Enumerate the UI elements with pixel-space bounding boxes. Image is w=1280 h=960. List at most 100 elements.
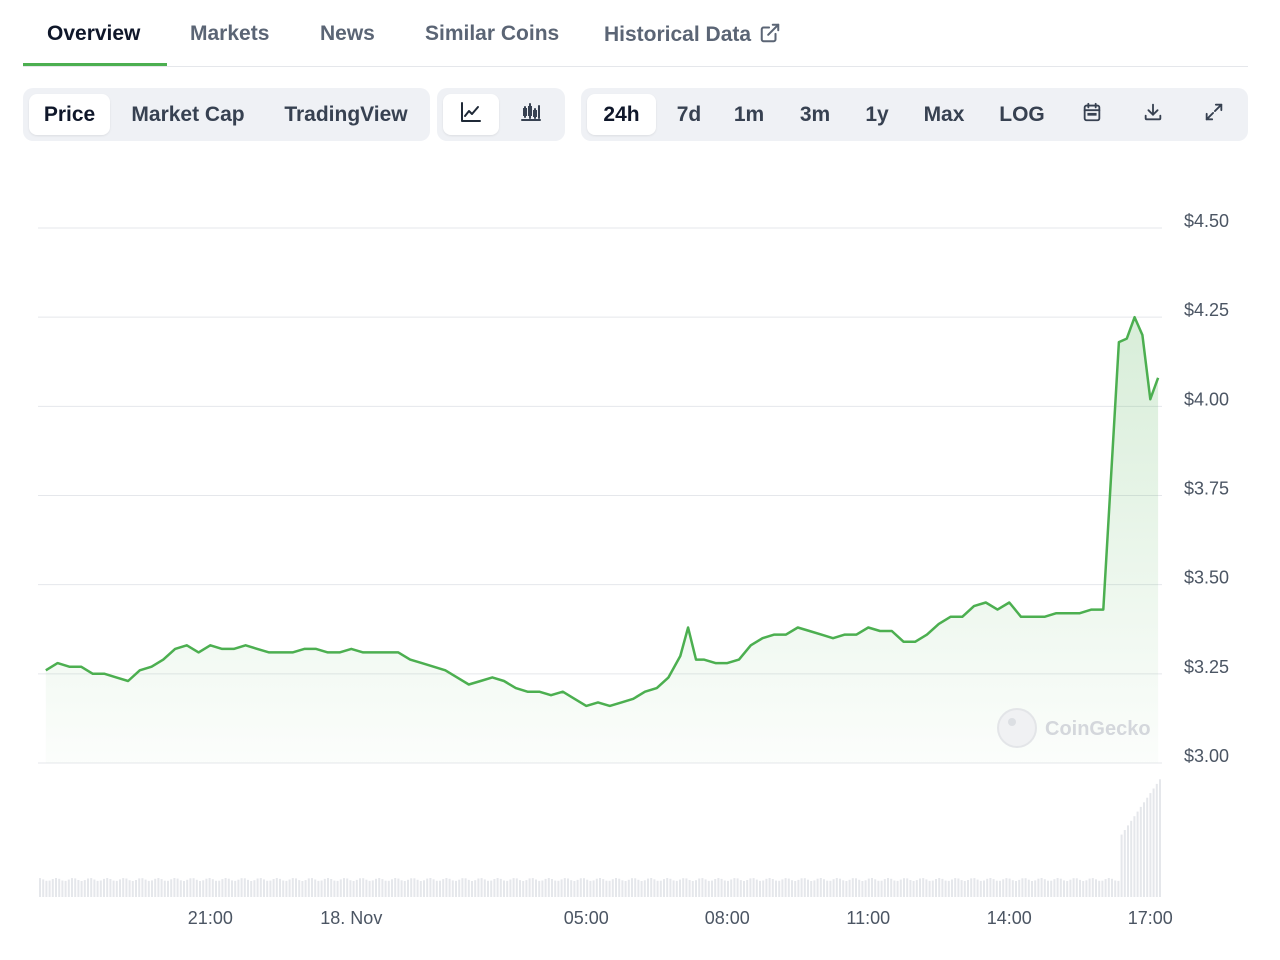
volume-bar [858, 879, 861, 897]
volume-bar [259, 878, 262, 897]
volume-bar [455, 880, 457, 897]
volume-bar [739, 880, 742, 897]
volume-bar [643, 880, 646, 897]
price-line[interactable] [45, 315, 1160, 708]
volume-bar [999, 880, 1001, 897]
range-max-button[interactable]: Max [923, 103, 965, 126]
range-1y-button[interactable]: 1y [865, 103, 889, 126]
volume-bar [762, 880, 765, 897]
volume-bar [1082, 881, 1085, 897]
volume-bar [151, 880, 153, 897]
volume-bar [195, 879, 198, 897]
volume-bar [1146, 797, 1149, 897]
volume-bar [1043, 879, 1046, 897]
candlestick-chart-button[interactable] [503, 94, 559, 135]
volume-bar [499, 878, 502, 897]
volume-bar [125, 878, 128, 897]
volume-bar [173, 878, 176, 897]
volume-bar [266, 880, 269, 897]
volume-bar [595, 878, 598, 897]
log-scale-toggle[interactable]: LOG [999, 103, 1045, 126]
volume-bar [154, 878, 157, 897]
volume-bar [525, 880, 528, 897]
volume-bar [215, 880, 217, 897]
tab-markets[interactable]: Markets [190, 22, 270, 45]
range-3m-button[interactable]: 3m [799, 103, 831, 126]
volume-bar [416, 879, 419, 897]
volume-bar [186, 879, 189, 897]
volume-bar [1120, 834, 1123, 897]
tab-news[interactable]: News [320, 22, 375, 45]
volume-bar [855, 878, 857, 897]
volume-bar [1095, 879, 1097, 897]
volume-bar [240, 878, 243, 897]
volume-bar [669, 878, 672, 897]
volume-bar [963, 881, 966, 897]
volume-bar [93, 879, 96, 897]
volume-bar [231, 880, 233, 897]
volume-bar [922, 878, 925, 897]
volume-bar [947, 880, 950, 897]
volume-bar [67, 879, 70, 897]
volume-bar [77, 880, 80, 897]
volume-bar [903, 878, 905, 897]
time-range-group: 24h 7d 1m 3m 1y Max LOG [581, 88, 1248, 141]
volume-bar [781, 879, 784, 897]
tab-similar-coins[interactable]: Similar Coins [425, 22, 560, 45]
volume-bar [1159, 779, 1161, 897]
volume-bar [944, 880, 947, 897]
volume-bar [349, 880, 352, 897]
calendar-button[interactable] [1064, 94, 1120, 135]
tab-historical-data[interactable]: Historical Data [604, 22, 781, 50]
volume-bar [317, 880, 320, 897]
volume-bar [679, 879, 681, 897]
volume-bar [647, 878, 649, 897]
range-7d-button[interactable]: 7d [676, 103, 702, 126]
market-cap-toggle[interactable]: Market Cap [131, 103, 245, 126]
volume-bar [1143, 802, 1145, 897]
volume-bar [426, 878, 429, 897]
volume-bar [1015, 881, 1017, 897]
watermark-text: CoinGecko [1045, 718, 1151, 740]
download-button[interactable] [1125, 94, 1181, 135]
tab-overview[interactable]: Overview [47, 22, 141, 45]
line-chart-button[interactable] [443, 94, 499, 135]
volume-bar [423, 880, 425, 897]
volume-bar [471, 881, 473, 897]
volume-bar [391, 879, 393, 897]
volume-bar [941, 878, 944, 897]
volume-bar [90, 878, 93, 897]
price-chart[interactable]: $4.50 $4.25 $4.00 $3.75 $3.50 $3.25 $3.00 21:0… [0, 150, 1280, 940]
volume-bar [1114, 880, 1117, 897]
volume-bar [227, 878, 230, 897]
volume-bar [275, 878, 278, 897]
volume-bar [727, 880, 729, 897]
volume-bar [263, 879, 265, 897]
volume-bar [483, 879, 486, 897]
volume-bar [445, 878, 448, 897]
volume-bar [835, 878, 838, 897]
volume-bar [467, 879, 470, 897]
volume-bar [912, 881, 915, 897]
volume-bar [983, 880, 985, 897]
volume-bar [547, 878, 550, 897]
volume-bar [170, 879, 173, 897]
coingecko-logo-eye [1008, 718, 1016, 726]
volume-bar [343, 878, 345, 897]
volume-bar [167, 880, 169, 897]
volume-bar [749, 878, 752, 897]
price-toggle[interactable]: Price [29, 94, 110, 135]
volume-bar [432, 879, 435, 897]
volume-bar [183, 881, 185, 897]
fullscreen-button[interactable] [1186, 94, 1242, 135]
volume-bar [189, 878, 192, 897]
y-tick-label: $4.25 [1184, 300, 1229, 320]
volume-bar [1117, 880, 1120, 897]
range-1m-button[interactable]: 1m [733, 103, 765, 126]
volume-bar [384, 880, 387, 897]
volume-bar [1136, 811, 1139, 897]
range-24h-button[interactable]: 24h [587, 94, 656, 135]
volume-bar [205, 878, 208, 897]
tradingview-toggle[interactable]: TradingView [284, 103, 408, 126]
x-tick-label: 05:00 [564, 908, 609, 928]
